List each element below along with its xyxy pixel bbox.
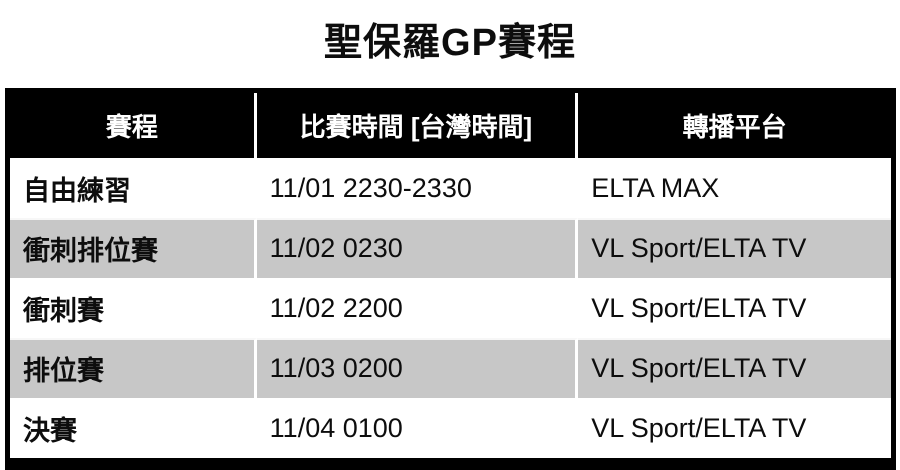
- time-cell: 11/02 0230: [256, 217, 579, 278]
- table-row: 決賽 11/04 0100 VL Sport/ELTA TV: [10, 397, 891, 458]
- schedule-table: 賽程 比賽時間 [台灣時間] 轉播平台 自由練習 11/01 2230-2330…: [10, 92, 891, 458]
- event-cell: 衝刺賽: [10, 277, 257, 338]
- col-header-platform: 轉播平台: [578, 92, 891, 158]
- col-header-time: 比賽時間 [台灣時間]: [256, 92, 579, 158]
- table-body: 自由練習 11/01 2230-2330 ELTA MAX 衝刺排位賽 11/0…: [10, 157, 891, 458]
- event-cell: 衝刺排位賽: [10, 217, 257, 278]
- platform-cell: VL Sport/ELTA TV: [578, 217, 891, 278]
- time-cell: 11/04 0100: [256, 397, 579, 458]
- table-header: 賽程 比賽時間 [台灣時間] 轉播平台: [10, 92, 891, 158]
- event-cell: 自由練習: [10, 157, 257, 218]
- table-row: 排位賽 11/03 0200 VL Sport/ELTA TV: [10, 337, 891, 398]
- table-row: 自由練習 11/01 2230-2330 ELTA MAX: [10, 157, 891, 218]
- schedule-table-frame: 賽程 比賽時間 [台灣時間] 轉播平台 自由練習 11/01 2230-2330…: [5, 87, 896, 470]
- page-title: 聖保羅GP賽程: [324, 22, 576, 64]
- platform-cell: ELTA MAX: [578, 157, 891, 218]
- event-cell: 排位賽: [10, 337, 257, 398]
- platform-cell: VL Sport/ELTA TV: [578, 397, 891, 458]
- platform-cell: VL Sport/ELTA TV: [578, 277, 891, 338]
- table-row: 衝刺排位賽 11/02 0230 VL Sport/ELTA TV: [10, 217, 891, 278]
- table-row: 衝刺賽 11/02 2200 VL Sport/ELTA TV: [10, 277, 891, 338]
- time-cell: 11/02 2200: [256, 277, 579, 338]
- platform-cell: VL Sport/ELTA TV: [578, 337, 891, 398]
- time-cell: 11/03 0200: [256, 337, 579, 398]
- header-row: 賽程 比賽時間 [台灣時間] 轉播平台: [10, 92, 891, 158]
- event-cell: 決賽: [10, 397, 257, 458]
- col-header-event: 賽程: [10, 92, 257, 158]
- time-cell: 11/01 2230-2330: [256, 157, 579, 218]
